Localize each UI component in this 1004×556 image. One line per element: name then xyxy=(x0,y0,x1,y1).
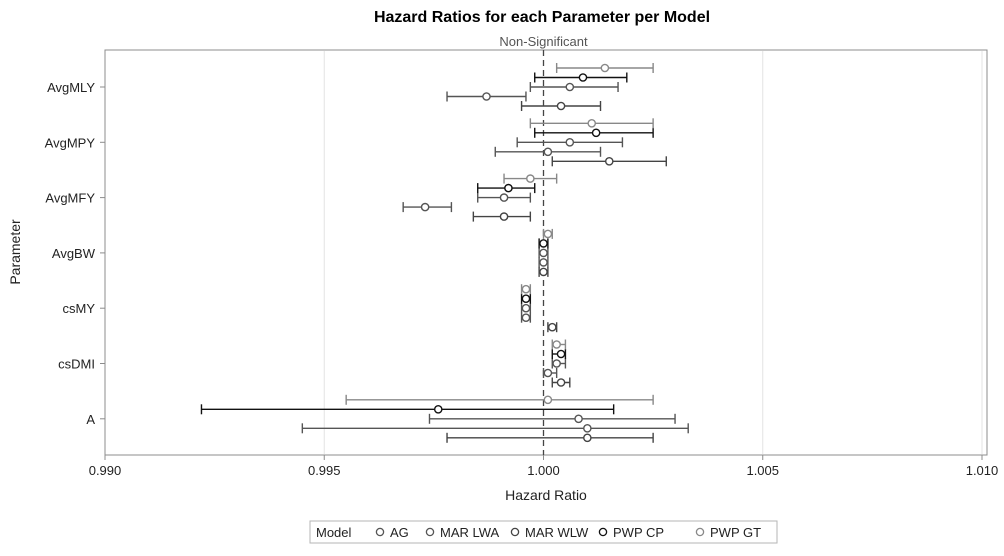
legend-marker-mar-lwa xyxy=(425,527,435,537)
estimate-point-pwp-cp-avgmpy xyxy=(591,128,601,138)
estimate-point-pwp-cp-avgmly xyxy=(578,73,588,82)
estimate-point-ag-avgmly xyxy=(565,82,575,92)
estimate-point-pwp-gt-csmy xyxy=(521,284,531,294)
legend-marker-pwp-cp xyxy=(598,527,608,537)
series-pwp-cp xyxy=(200,72,654,415)
legend-label-ag: AG xyxy=(390,525,409,540)
legend-box xyxy=(309,520,778,544)
legend-title: Model xyxy=(316,525,352,540)
estimate-point-ag-avgmpy xyxy=(565,137,575,147)
x-tick-label-1-005: 1.005 xyxy=(746,463,779,478)
estimate-point-mar-wlw-avgmpy xyxy=(604,156,614,166)
y-tick-label-a: A xyxy=(86,412,95,427)
estimate-point-mar-wlw-a xyxy=(583,433,592,443)
estimate-point-pwp-cp-csmy xyxy=(521,294,531,304)
estimate-point-mar-lwa-avgbw xyxy=(539,258,548,267)
estimate-point-mar-wlw-csmy xyxy=(547,322,557,332)
estimate-point-pwp-gt-avgmly xyxy=(600,63,610,73)
estimate-point-pwp-gt-a xyxy=(543,395,553,405)
legend-label-pwp-gt: PWP GT xyxy=(710,525,761,540)
data-marks xyxy=(200,63,689,443)
estimate-point-mar-lwa-avgmpy xyxy=(543,147,553,157)
y-tick-label-avgmfy: AvgMFY xyxy=(45,191,95,206)
estimate-point-pwp-cp-a xyxy=(433,404,443,414)
chart-title: Hazard Ratios for each Parameter per Mod… xyxy=(374,9,710,26)
x-axis-ticks: 0.990 0.995 1.000 1.005 1.010 xyxy=(89,455,999,478)
x-tick-label-0-995: 0.995 xyxy=(308,463,341,478)
y-tick-label-avgmpy: AvgMPY xyxy=(45,135,96,150)
series-mar-lwa xyxy=(301,91,689,434)
estimate-point-mar-wlw-avgbw xyxy=(539,267,548,277)
estimate-point-pwp-gt-avgmpy xyxy=(587,119,597,128)
legend-label-mar-lwa: MAR LWA xyxy=(440,525,500,540)
estimate-point-mar-lwa-csmy xyxy=(521,313,531,323)
series-ag xyxy=(428,82,676,424)
legend: Model AG MAR LWA MAR WLW PWP CP PWP GT xyxy=(309,520,778,544)
estimate-point-ag-a xyxy=(574,414,583,424)
legend-marker-mar-wlw xyxy=(510,527,520,537)
legend-label-mar-wlw: MAR WLW xyxy=(525,525,589,540)
y-tick-label-avgbw: AvgBW xyxy=(52,246,96,261)
estimate-point-mar-lwa-avgmfy xyxy=(420,202,430,212)
y-axis-label: Parameter xyxy=(7,219,23,285)
y-axis-ticks: AvgMLY AvgMPY AvgMFY AvgBW csMY csDMI A xyxy=(45,80,105,427)
estimate-point-mar-wlw-avgmly xyxy=(556,101,566,111)
x-tick-label-1-010: 1.010 xyxy=(966,463,999,478)
legend-items: AG MAR LWA MAR WLW PWP CP PWP GT xyxy=(375,525,761,540)
estimate-point-pwp-gt-avgmfy xyxy=(526,174,535,183)
estimate-point-pwp-cp-csdmi xyxy=(556,349,566,359)
estimate-point-mar-lwa-a xyxy=(583,423,592,433)
series-mar-wlw xyxy=(446,101,667,443)
estimate-point-pwp-cp-avgmfy xyxy=(504,183,513,193)
legend-marker-pwp-gt xyxy=(695,527,705,537)
series-pwp-gt xyxy=(345,63,654,405)
estimate-point-mar-wlw-avgmfy xyxy=(499,212,509,221)
gridlines xyxy=(323,51,983,454)
x-tick-label-1-000: 1.000 xyxy=(527,463,560,478)
y-tick-label-csdmi: csDMI xyxy=(58,357,95,372)
x-axis-label: Hazard Ratio xyxy=(505,487,587,503)
legend-label-pwp-cp: PWP CP xyxy=(613,525,664,540)
estimate-point-pwp-gt-csdmi xyxy=(552,340,561,349)
reference-line-label: Non-Significant xyxy=(499,34,588,49)
estimate-point-pwp-gt-avgbw xyxy=(543,229,553,239)
estimate-point-ag-avgbw xyxy=(539,248,548,258)
estimate-point-ag-csdmi xyxy=(552,359,561,368)
x-tick-label-0-990: 0.990 xyxy=(89,463,122,478)
estimate-point-ag-avgmfy xyxy=(499,193,509,202)
estimate-point-mar-lwa-avgmly xyxy=(482,92,491,101)
estimate-point-mar-lwa-csdmi xyxy=(543,368,553,378)
estimate-point-ag-csmy xyxy=(521,303,531,313)
legend-marker-ag xyxy=(375,527,385,537)
y-tick-label-csmy: csMY xyxy=(63,301,96,316)
estimate-point-pwp-cp-avgbw xyxy=(539,239,548,248)
estimate-point-mar-wlw-csdmi xyxy=(556,378,566,387)
y-tick-label-avgmly: AvgMLY xyxy=(47,80,95,95)
